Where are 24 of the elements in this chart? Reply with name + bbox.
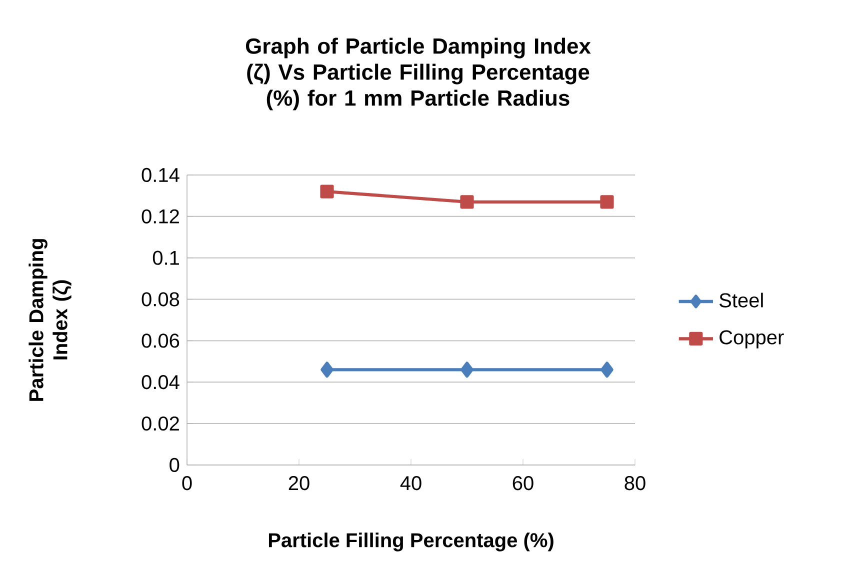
x-tick-label: 0	[182, 476, 192, 490]
y-tick-label: 0.12	[142, 209, 179, 224]
y-tick-label: 0.06	[142, 334, 180, 348]
point	[320, 362, 334, 378]
x-tick-label: 60	[512, 476, 534, 490]
point	[460, 362, 474, 378]
x-axis-title: Particle Filling Percentage (%)	[268, 532, 554, 552]
point	[320, 184, 334, 198]
x-tick-label: 80	[624, 476, 646, 490]
y-tick-label: 0.14	[142, 168, 180, 182]
y-axis-title: Particle Damping Index (ζ)	[28, 239, 72, 401]
y-tick-label: 0.1	[152, 250, 179, 265]
point	[460, 195, 474, 209]
x-tick-label: 20	[288, 476, 310, 490]
y-tick-label: 0.02	[142, 416, 179, 431]
chart-title: Graph of Particle Damping Index (ζ) Vs Particle Filling Percentage (%) for 1 mm Particle Radius	[246, 38, 591, 110]
legend-label: Steel	[720, 292, 763, 308]
y-tick-label: 0.04	[142, 375, 180, 390]
point	[600, 195, 614, 209]
y-tick-label: 0	[170, 458, 180, 472]
y-tick-label: 0.08	[142, 292, 180, 306]
x-tick-label: 40	[400, 476, 422, 490]
point	[600, 362, 614, 378]
legend-label: Copper	[720, 330, 784, 348]
